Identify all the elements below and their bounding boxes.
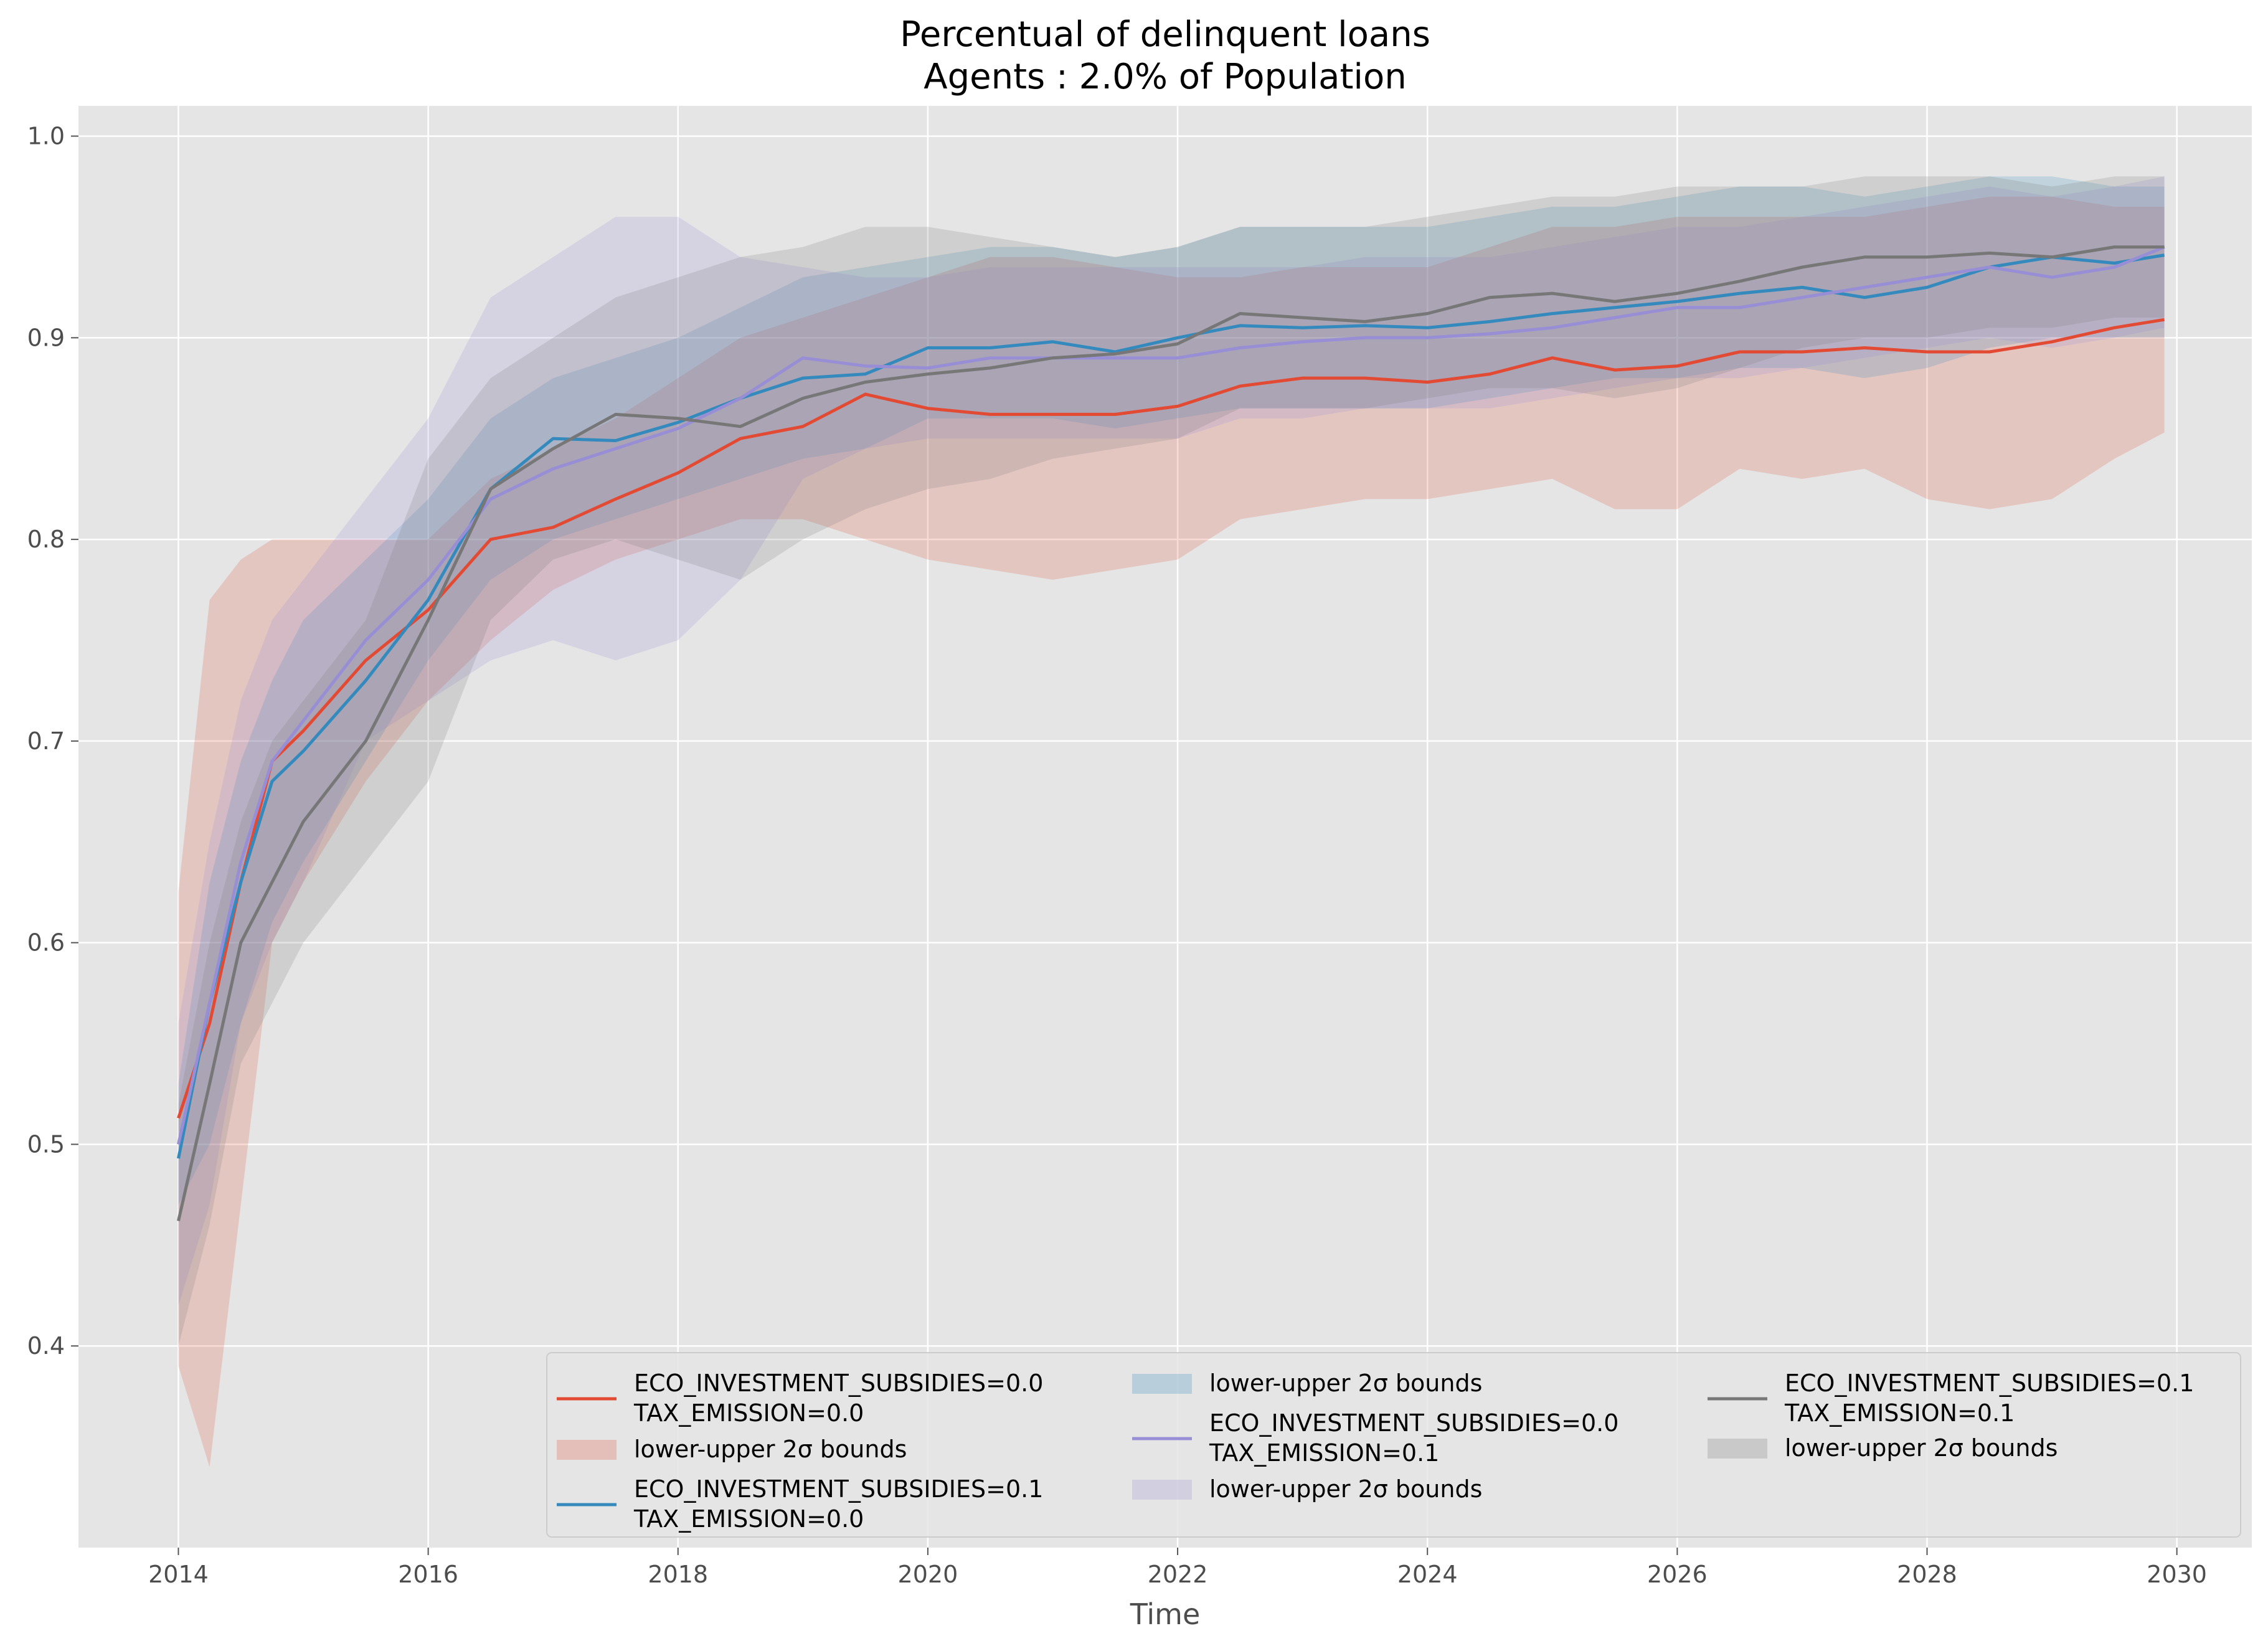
legend-label: lower-upper 2σ bounds — [1785, 1434, 2058, 1462]
legend-label: TAX_EMISSION=0.0 — [633, 1399, 864, 1427]
chart-subtitle: Agents : 2.0% of Population — [924, 57, 1406, 97]
x-tick-label: 2028 — [1897, 1561, 1957, 1588]
x-tick-label: 2014 — [148, 1561, 209, 1588]
series-4-line — [177, 245, 2165, 1222]
legend-label: TAX_EMISSION=0.1 — [1784, 1399, 2015, 1427]
y-tick-label: 0.4 — [27, 1332, 65, 1360]
y-tick-label: 0.5 — [27, 1130, 65, 1158]
legend-label: ECO_INVESTMENT_SUBSIDIES=0.1 — [1785, 1369, 2194, 1397]
legend-label: ECO_INVESTMENT_SUBSIDIES=0.1 — [634, 1475, 1043, 1503]
y-tick-label: 0.7 — [27, 727, 65, 755]
legend-label: ECO_INVESTMENT_SUBSIDIES=0.0 — [1209, 1409, 1618, 1437]
x-tick-label: 2018 — [648, 1561, 708, 1588]
legend-label: lower-upper 2σ bounds — [1209, 1369, 1482, 1397]
gridlines — [78, 106, 2252, 1548]
series-lines — [177, 245, 2165, 1222]
legend-label: ECO_INVESTMENT_SUBSIDIES=0.0 — [634, 1369, 1043, 1397]
y-tick-label: 0.8 — [27, 526, 65, 553]
x-tick-label: 2022 — [1148, 1561, 1208, 1588]
y-axis-ticks: 0.4 0.5 0.6 0.7 0.8 0.9 1.0 — [27, 123, 78, 1360]
x-axis-label: Time — [1130, 1597, 1201, 1631]
chart-title: Percentual of delinquent loans — [900, 14, 1430, 55]
legend-band-swatch — [1132, 1480, 1192, 1500]
legend-label: TAX_EMISSION=0.1 — [1209, 1439, 1439, 1467]
legend: ECO_INVESTMENT_SUBSIDIES=0.0TAX_EMISSION… — [546, 1352, 2241, 1538]
x-tick-label: 2024 — [1397, 1561, 1458, 1588]
y-tick-label: 0.9 — [27, 324, 65, 351]
legend-band-swatch — [1708, 1439, 1767, 1459]
series-1-band — [178, 196, 2165, 1467]
legend-label: TAX_EMISSION=0.0 — [633, 1505, 864, 1533]
series-2-band — [178, 176, 2165, 1205]
x-tick-label: 2020 — [898, 1561, 958, 1588]
legend-band-swatch — [1132, 1374, 1192, 1394]
x-tick-label: 2016 — [398, 1561, 458, 1588]
legend-box — [546, 1352, 2241, 1538]
series-2-line — [177, 253, 2165, 1159]
legend-label: lower-upper 2σ bounds — [1209, 1475, 1482, 1503]
x-tick-label: 2026 — [1647, 1561, 1708, 1588]
series-4-band — [178, 176, 2165, 1346]
legend-label: lower-upper 2σ bounds — [634, 1436, 907, 1463]
y-tick-label: 0.6 — [27, 929, 65, 957]
series-3-line — [177, 245, 2165, 1145]
x-axis-ticks: 2014 2016 2018 2020 2022 2024 2026 2028 2030 — [148, 1548, 2207, 1588]
legend-band-swatch — [557, 1440, 617, 1460]
confidence-bands — [178, 176, 2165, 1467]
series-3-band — [178, 176, 2165, 1306]
y-tick-label: 1.0 — [27, 123, 65, 150]
x-tick-label: 2030 — [2147, 1561, 2207, 1588]
